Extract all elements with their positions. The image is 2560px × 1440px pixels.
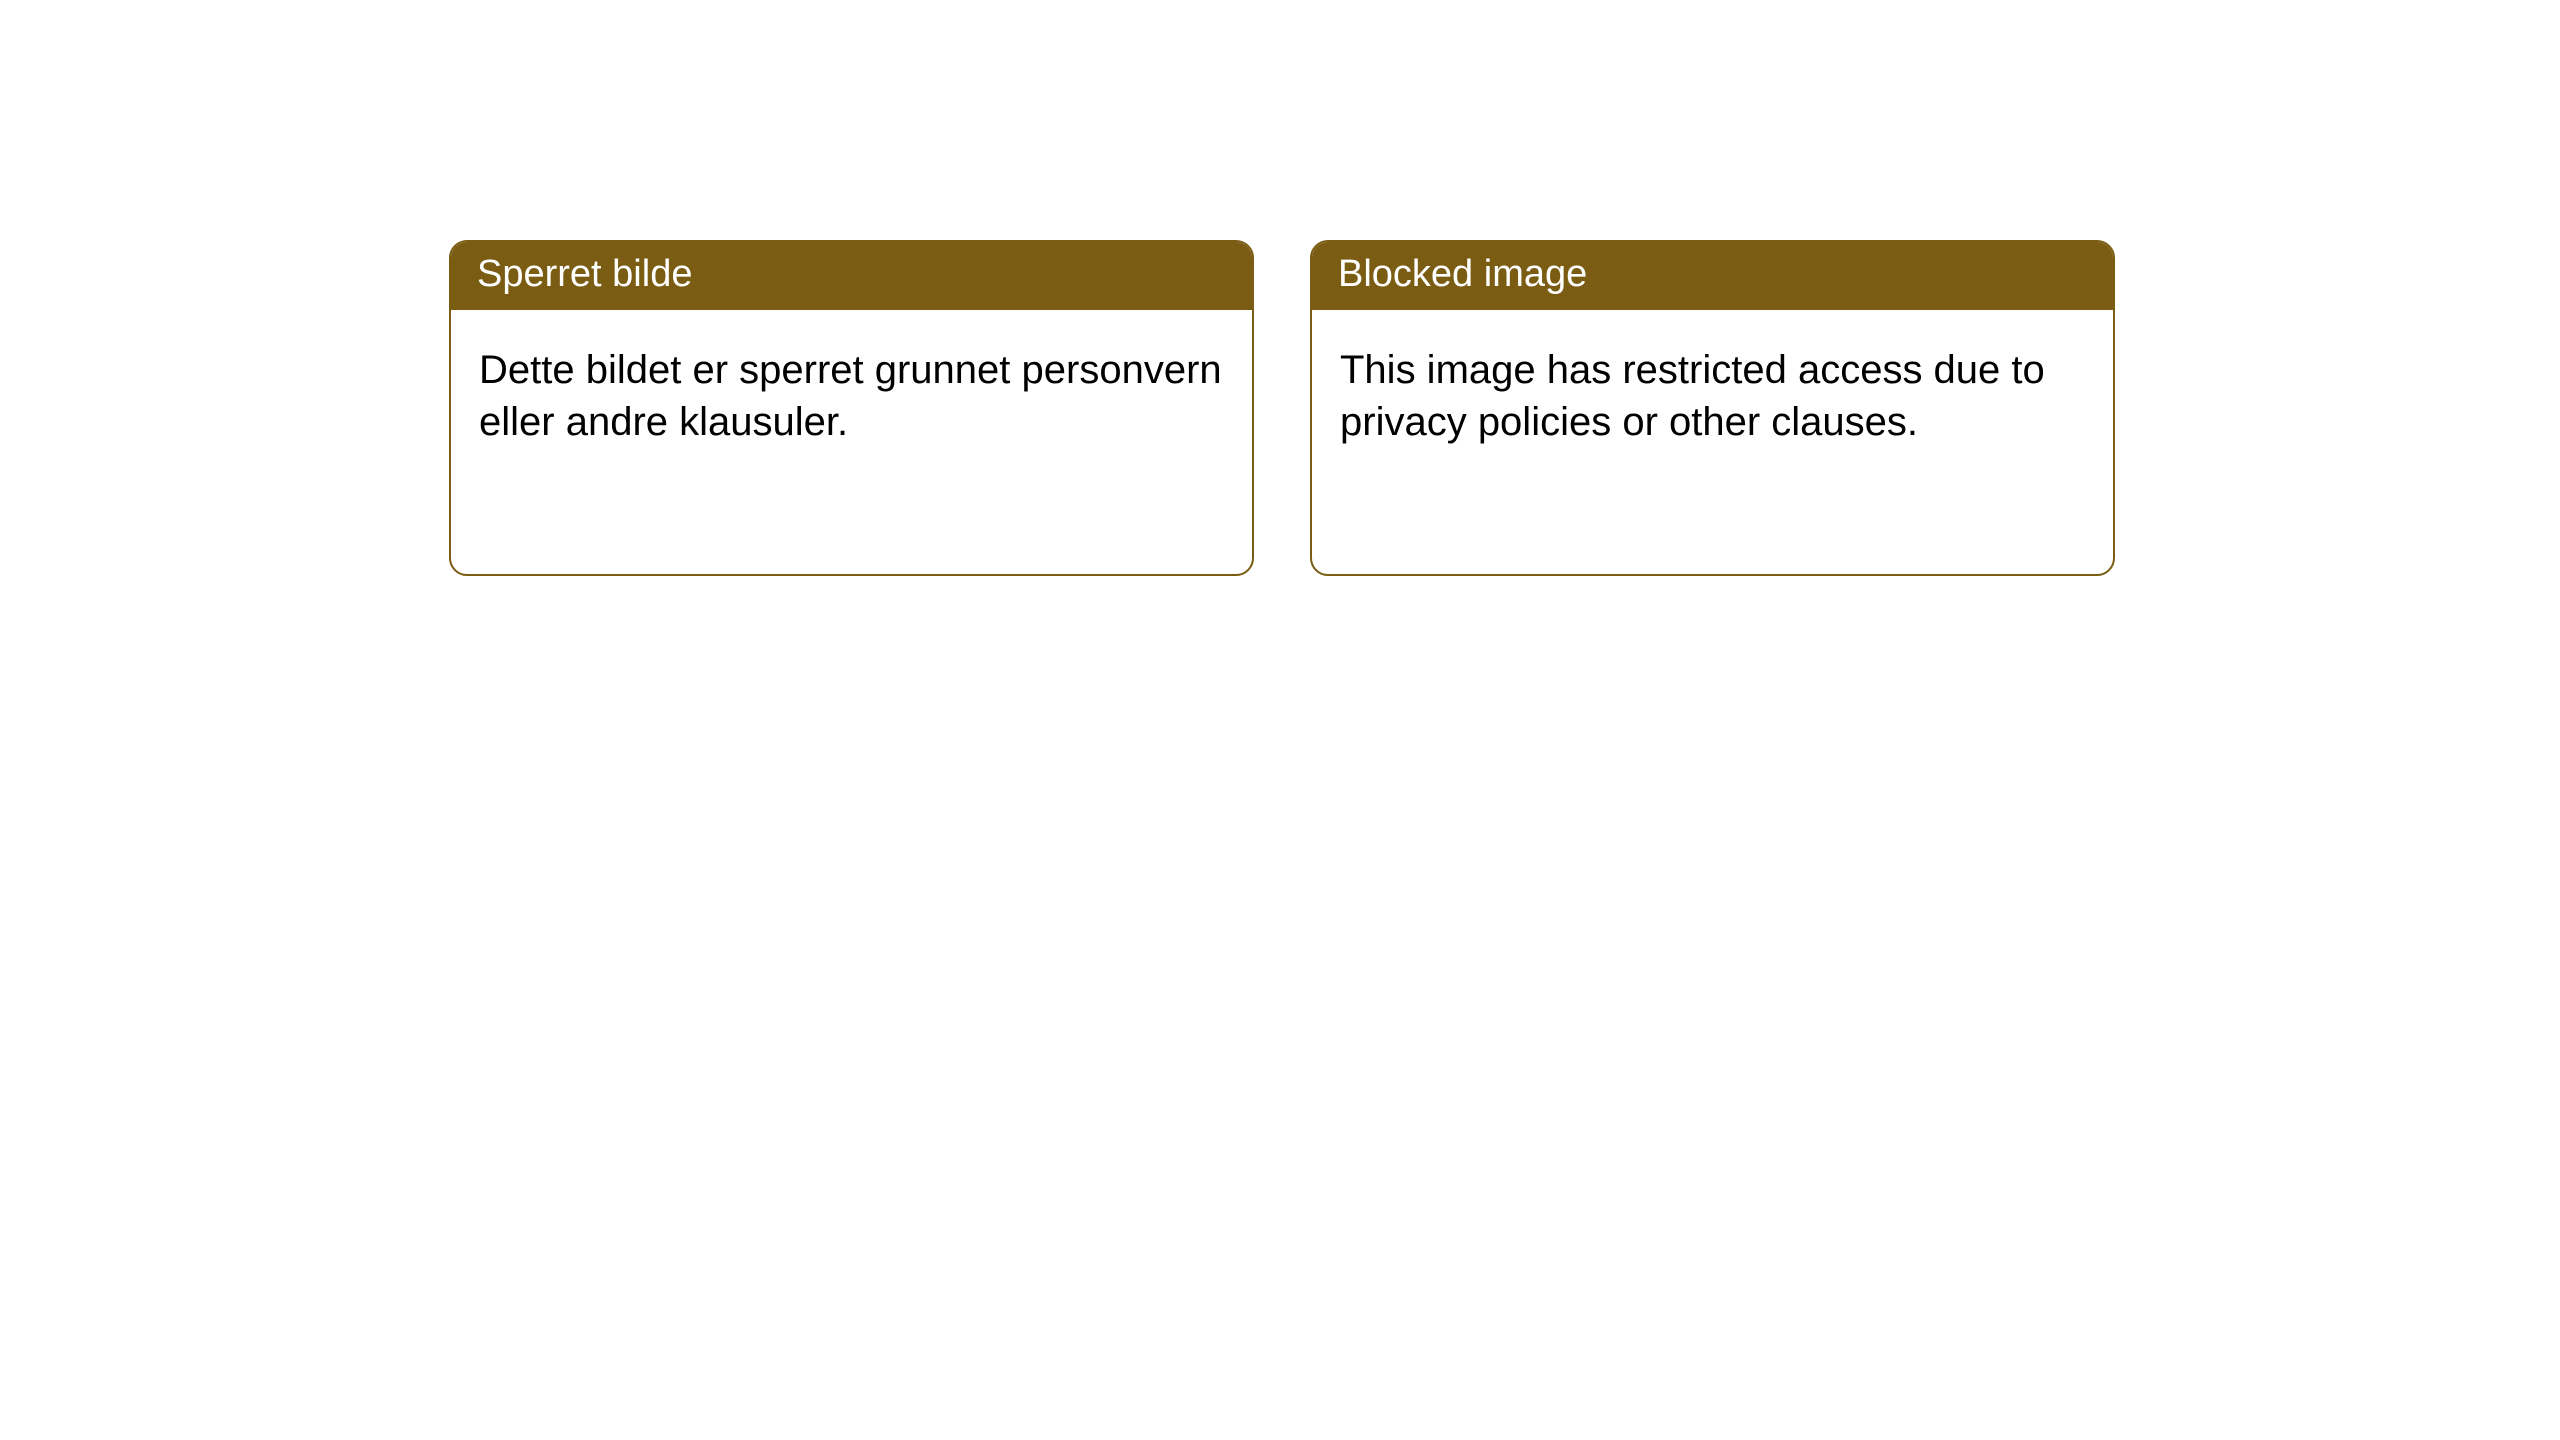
notice-container: Sperret bilde Dette bildet er sperret gr… xyxy=(0,0,2560,576)
card-title: Blocked image xyxy=(1338,253,1587,295)
card-message: This image has restricted access due to … xyxy=(1340,348,2045,444)
card-title: Sperret bilde xyxy=(477,253,692,295)
card-body-norwegian: Dette bildet er sperret grunnet personve… xyxy=(451,310,1252,482)
card-message: Dette bildet er sperret grunnet personve… xyxy=(479,348,1222,444)
card-header-english: Blocked image xyxy=(1312,242,2113,310)
notice-card-norwegian: Sperret bilde Dette bildet er sperret gr… xyxy=(449,240,1254,576)
notice-card-english: Blocked image This image has restricted … xyxy=(1310,240,2115,576)
card-header-norwegian: Sperret bilde xyxy=(451,242,1252,310)
card-body-english: This image has restricted access due to … xyxy=(1312,310,2113,482)
